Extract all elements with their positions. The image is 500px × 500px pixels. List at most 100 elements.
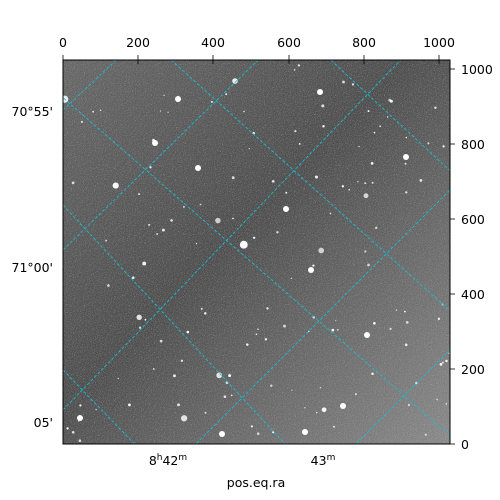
bright-star <box>219 431 225 437</box>
top-tick-label: 400 <box>201 35 225 50</box>
star <box>95 408 97 411</box>
star <box>272 431 275 434</box>
star <box>271 179 275 183</box>
star <box>180 415 188 422</box>
star <box>248 147 250 150</box>
top-tick-label: 800 <box>352 35 376 50</box>
star <box>329 212 332 215</box>
star <box>117 377 119 380</box>
star <box>225 93 228 96</box>
bright-star <box>77 415 83 421</box>
right-tick-label: 600 <box>461 212 485 227</box>
star <box>379 125 382 128</box>
star <box>357 181 359 183</box>
dec-grid-line <box>63 97 450 437</box>
top-axis: 0 200 400 600 800 1000 <box>59 35 455 50</box>
star <box>419 179 423 182</box>
star <box>144 318 147 321</box>
plot-frame <box>62 59 451 445</box>
star <box>223 395 227 399</box>
star <box>270 384 273 387</box>
star <box>257 328 259 331</box>
star <box>71 181 75 185</box>
star <box>105 239 108 242</box>
star <box>304 407 306 409</box>
star <box>283 324 286 328</box>
bright-star <box>317 89 323 95</box>
star <box>142 261 147 266</box>
star <box>321 407 327 413</box>
star <box>243 110 245 113</box>
star <box>322 125 325 128</box>
star <box>167 111 169 113</box>
star <box>264 338 268 341</box>
star <box>148 223 151 226</box>
star <box>363 193 369 199</box>
star <box>442 145 445 148</box>
star <box>159 339 163 343</box>
bright-star <box>364 332 370 338</box>
star <box>370 162 374 165</box>
star <box>228 374 232 378</box>
star <box>99 109 102 112</box>
right-tick-label: 1000 <box>461 62 493 77</box>
bright-star <box>403 154 409 160</box>
star <box>107 284 110 287</box>
star <box>186 330 190 334</box>
star <box>246 343 249 346</box>
star <box>337 329 339 331</box>
star <box>138 326 142 329</box>
star <box>156 233 158 235</box>
star <box>170 219 173 222</box>
star <box>182 205 185 208</box>
star <box>335 320 337 322</box>
star <box>404 343 408 347</box>
star <box>204 312 207 315</box>
right-axis: 0 200 400 600 800 1000 <box>461 62 493 452</box>
star <box>204 411 207 414</box>
star <box>331 328 335 332</box>
star <box>312 264 315 267</box>
star <box>163 94 165 97</box>
top-tick-label: 1000 <box>423 35 455 50</box>
ra-grid-line <box>63 60 402 411</box>
star <box>78 420 80 422</box>
left-tick-label: 71°00' <box>12 260 54 275</box>
star <box>138 193 140 196</box>
ra-grid-line <box>63 60 259 251</box>
star <box>439 363 443 366</box>
star <box>127 403 131 407</box>
star <box>112 182 119 189</box>
star <box>232 217 234 220</box>
right-tick-label: 200 <box>461 362 485 377</box>
star <box>373 131 376 134</box>
star <box>78 439 82 443</box>
star <box>407 403 410 407</box>
star <box>291 389 293 391</box>
right-tick-label: 0 <box>461 437 469 452</box>
star <box>389 327 392 331</box>
star <box>371 181 374 184</box>
star <box>395 309 398 311</box>
star <box>136 314 142 320</box>
star <box>290 277 293 279</box>
top-tick-label: 0 <box>59 35 67 50</box>
star <box>79 404 82 407</box>
star <box>321 104 325 108</box>
star <box>436 398 438 401</box>
bright-star <box>283 206 289 212</box>
star <box>424 433 427 436</box>
star <box>387 116 389 118</box>
star <box>250 425 253 428</box>
star <box>252 236 256 240</box>
star <box>159 110 162 112</box>
star <box>92 110 94 113</box>
star <box>177 403 180 407</box>
star <box>437 317 441 321</box>
star <box>66 427 69 430</box>
star <box>427 142 430 145</box>
star <box>200 307 203 310</box>
star <box>298 143 301 145</box>
star <box>210 100 213 103</box>
